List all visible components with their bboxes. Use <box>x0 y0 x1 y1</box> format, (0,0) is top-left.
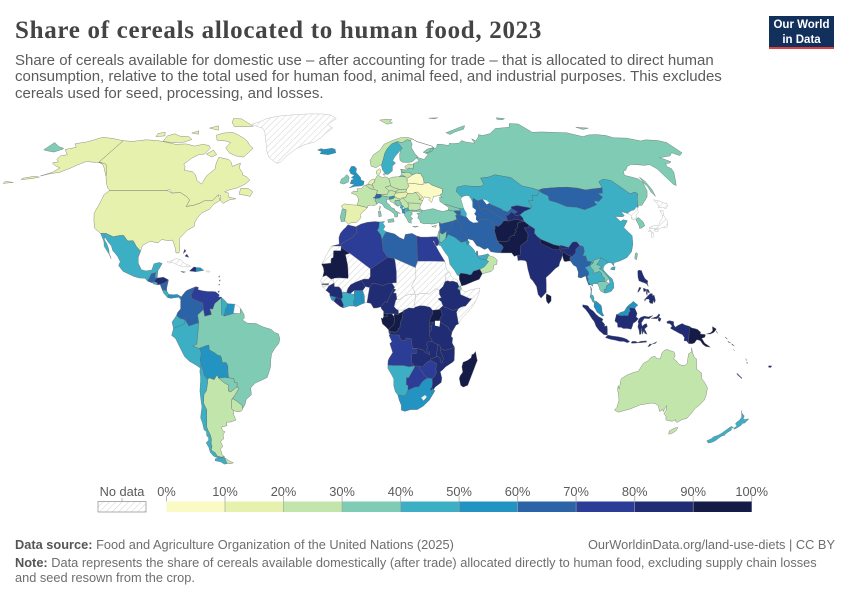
svg-text:40%: 40% <box>388 484 414 499</box>
svg-text:0%: 0% <box>157 484 176 499</box>
svg-text:30%: 30% <box>329 484 355 499</box>
svg-text:70%: 70% <box>563 484 589 499</box>
svg-text:10%: 10% <box>212 484 238 499</box>
svg-text:No data: No data <box>100 484 146 499</box>
svg-text:60%: 60% <box>505 484 531 499</box>
svg-text:100%: 100% <box>735 484 768 499</box>
svg-text:20%: 20% <box>271 484 297 499</box>
svg-text:50%: 50% <box>446 484 472 499</box>
svg-text:80%: 80% <box>622 484 648 499</box>
svg-text:90%: 90% <box>680 484 706 499</box>
